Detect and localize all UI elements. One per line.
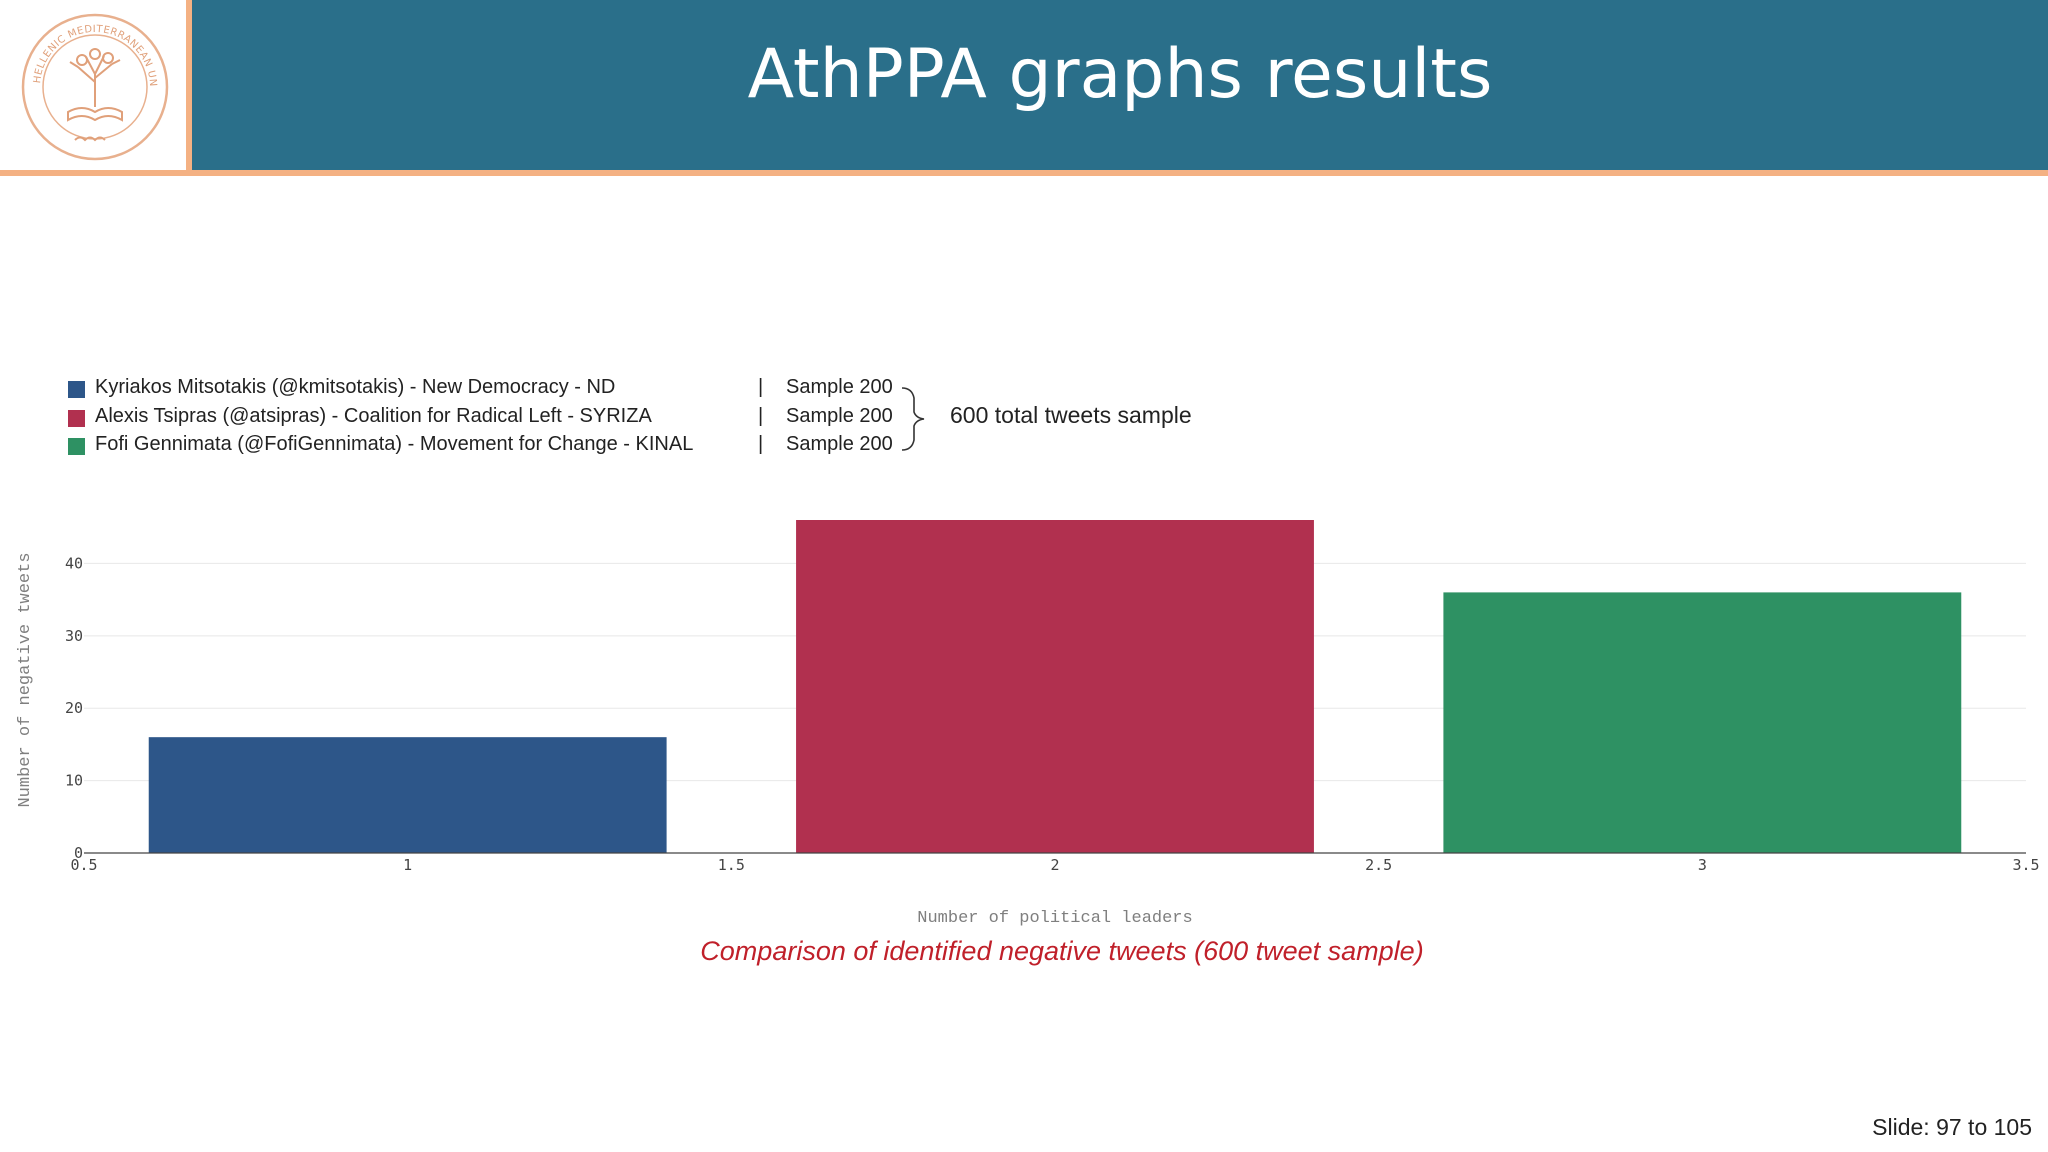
legend-label: Fofi Gennimata (@FofiGennimata) - Moveme… [95,433,694,455]
university-logo: HELLENIC MEDITERRANEAN UNIVERSITY [20,12,169,161]
legend-sample: Sample 200 [786,376,893,398]
y-tick-label: 30 [65,627,83,645]
legend-separator: | [758,433,764,455]
chart-caption: Comparison of identified negative tweets… [700,936,1424,966]
bar-3 [1443,592,1962,853]
slide-counter: Slide: 97 to 105 [1872,1114,2032,1140]
x-tick-label: 3 [1698,856,1707,874]
legend-swatch [68,438,85,455]
bars [148,520,1962,853]
x-tick-label: 1.5 [718,856,745,874]
x-tick-label: 2.5 [1365,856,1392,874]
legend-swatch [68,381,85,398]
x-tick-labels: 0.5 1 1.5 2 2.5 3 3.5 [70,856,2039,874]
y-tick-label: 10 [65,772,83,790]
x-axis-label: Number of political leaders [917,909,1192,928]
legend-label: Alexis Tsipras (@atsipras) - Coalition f… [95,405,652,427]
legend-total-note: 600 total tweets sample [950,402,1192,428]
legend-sample: Sample 200 [786,405,893,427]
x-tick-label: 0.5 [70,856,97,874]
y-tick-labels: 0 10 20 30 40 [65,554,83,862]
legend-separator: | [758,376,764,398]
legend-separator: | [758,405,764,427]
page-title: AthPPA graphs results [747,35,1493,114]
x-tick-label: 1 [403,856,412,874]
y-tick-label: 40 [65,554,83,572]
legend-sample: Sample 200 [786,433,893,455]
header-band [192,0,2048,176]
y-axis-label: Number of negative tweets [16,552,35,807]
tree-book-icon [67,48,123,142]
legend-label: Kyriakos Mitsotakis (@kmitsotakis) - New… [95,376,616,398]
bar-2 [796,520,1314,853]
bar-1 [148,737,667,853]
legend-swatch [68,410,85,427]
y-tick-label: 20 [65,699,83,717]
y-tick-label: 0 [74,844,83,862]
legend-brace-icon [901,387,925,451]
x-tick-label: 2 [1050,856,1059,874]
x-tick-label: 3.5 [2012,856,2039,874]
